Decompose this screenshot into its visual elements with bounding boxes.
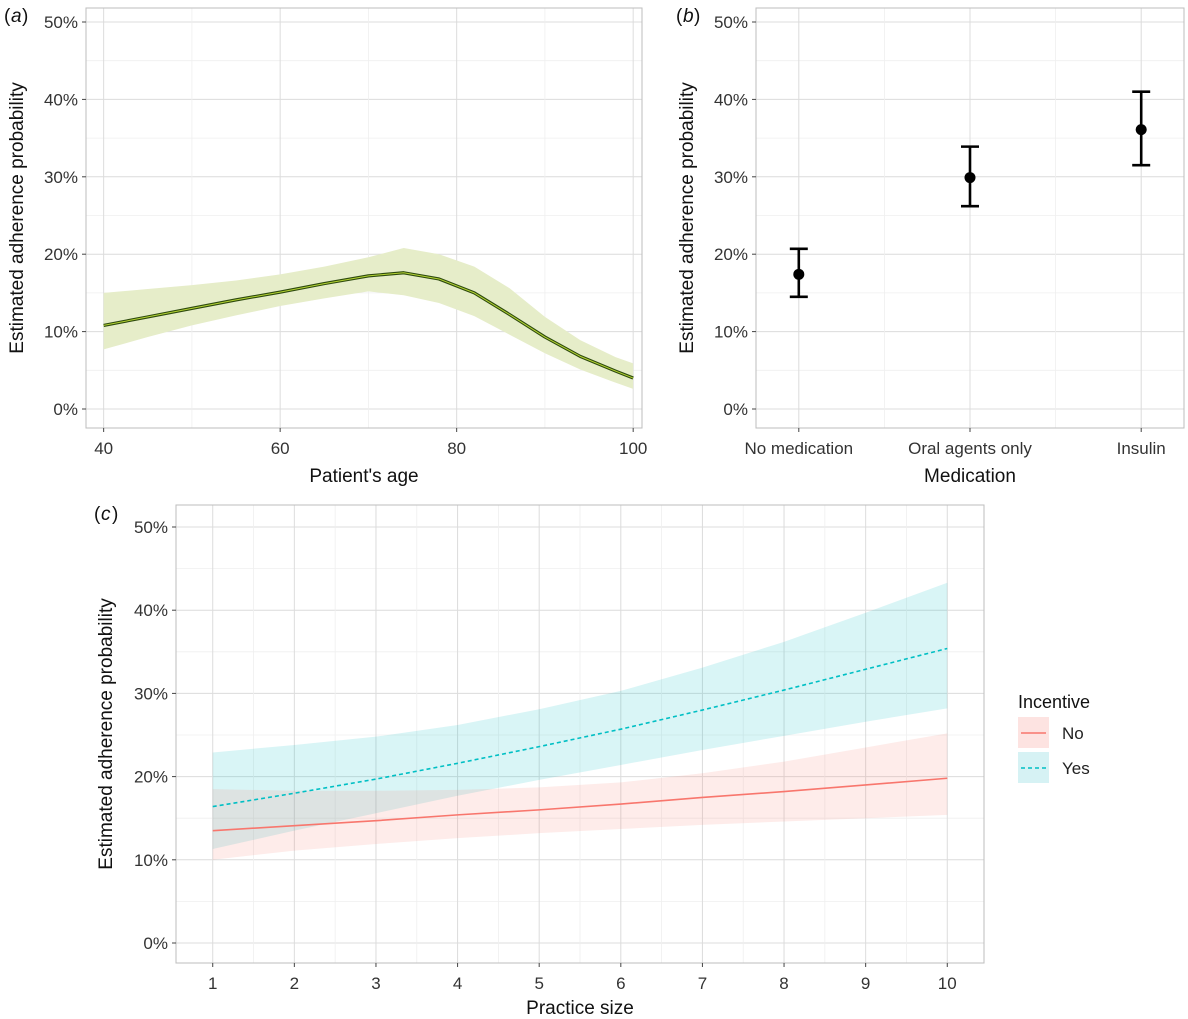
- x-tick-label: 7: [698, 974, 707, 993]
- panel-c-y-ticks: 0% 10% 20% 30% 40% 50%: [134, 518, 176, 953]
- estimate-point: [793, 268, 805, 280]
- y-tick-label: 50%: [714, 13, 748, 32]
- legend-item-yes: Yes: [1018, 752, 1090, 783]
- x-tick-label: No medication: [744, 439, 853, 458]
- panel-a-tag: a: [11, 6, 22, 27]
- y-tick-label: 0%: [723, 400, 748, 419]
- y-tick-label: 0%: [53, 400, 78, 419]
- y-tick-label: 20%: [134, 768, 168, 787]
- panel-c-x-title: Practice size: [526, 998, 634, 1019]
- panel-b-x-title: Medication: [924, 466, 1016, 487]
- panel-b-y-title: Estimated adherence probability: [677, 82, 698, 354]
- panel-b-plot: [789, 90, 1151, 299]
- panel-a-x-ticks: 40 60 80 100: [94, 428, 647, 458]
- x-tick-label: 6: [616, 974, 625, 993]
- y-tick-label: 10%: [134, 851, 168, 870]
- y-tick-label: 20%: [714, 245, 748, 264]
- x-tick-label: 9: [861, 974, 870, 993]
- legend-title: Incentive: [1018, 692, 1090, 712]
- x-tick-label: 5: [534, 974, 543, 993]
- panel-b-tag: b: [683, 6, 694, 27]
- panel-a-frame: [85, 7, 643, 429]
- y-tick-label: 40%: [714, 90, 748, 109]
- panel-c-frame: [175, 504, 985, 964]
- panel-b-y-ticks: 0% 10% 20% 30% 40% 50%: [714, 13, 756, 419]
- legend-item-no: No: [1018, 717, 1084, 748]
- panel-a-grid: [86, 8, 642, 428]
- y-tick-label: 10%: [714, 323, 748, 342]
- panel-a: 0% 10% 20% 30% 40% 50% 40 60 80 100 ( a ) Patien…: [4, 6, 647, 487]
- panel-c-tag-open: (: [94, 504, 101, 525]
- legend-label-no: No: [1062, 724, 1084, 743]
- legend-label-yes: Yes: [1062, 759, 1090, 778]
- panel-c-y-title: Estimated adherence probability: [96, 598, 117, 870]
- panel-c-tag-close: ): [112, 504, 118, 525]
- y-tick-label: 50%: [44, 13, 78, 32]
- y-tick-label: 30%: [134, 684, 168, 703]
- panel-c-plot: [212, 582, 948, 860]
- panel-a-confidence-band: [103, 248, 634, 389]
- panel-a-plot: [103, 248, 634, 389]
- panel-c: 0% 10% 20% 30% 40% 50% 1 2 3 4 5 6 7 8 9 10 ( c ) Prac…: [94, 504, 985, 1019]
- panel-b-tag-open: (: [676, 6, 683, 27]
- x-tick-label: 40: [94, 439, 113, 458]
- y-tick-label: 40%: [134, 601, 168, 620]
- y-tick-label: 50%: [134, 518, 168, 537]
- x-tick-label: 10: [938, 974, 957, 993]
- panel-a-y-ticks: 0% 10% 20% 30% 40% 50%: [44, 13, 86, 419]
- x-tick-label: 4: [453, 974, 462, 993]
- x-tick-label: 1: [208, 974, 217, 993]
- panel-b-tag-close: ): [694, 6, 700, 27]
- panel-a-y-title: Estimated adherence probability: [7, 82, 28, 354]
- x-tick-label: 3: [371, 974, 380, 993]
- x-tick-label: 60: [271, 439, 290, 458]
- x-tick-label: 8: [779, 974, 788, 993]
- y-tick-label: 40%: [44, 90, 78, 109]
- y-tick-label: 20%: [44, 245, 78, 264]
- panel-a-line-highlight: [103, 272, 634, 379]
- y-tick-label: 30%: [44, 168, 78, 187]
- x-tick-label: Oral agents only: [908, 439, 1032, 458]
- band-no: [212, 733, 948, 860]
- legend: Incentive No Yes: [1018, 692, 1090, 783]
- panel-c-x-ticks: 1 2 3 4 5 6 7 8 9 10: [208, 963, 957, 993]
- x-tick-label: 80: [447, 439, 466, 458]
- panel-b-x-ticks: No medication Oral agents only Insulin: [744, 428, 1166, 458]
- panel-c-grid: [176, 505, 984, 963]
- y-tick-label: 10%: [44, 323, 78, 342]
- band-yes: [212, 582, 948, 849]
- x-tick-label: 2: [290, 974, 299, 993]
- panel-a-tag-close: ): [22, 6, 28, 27]
- line-no: [212, 777, 948, 832]
- x-tick-label: 100: [619, 439, 647, 458]
- y-tick-label: 30%: [714, 168, 748, 187]
- estimate-point: [964, 172, 976, 184]
- panel-a-x-title: Patient's age: [309, 466, 418, 487]
- y-tick-label: 0%: [143, 934, 168, 953]
- x-tick-label: Insulin: [1117, 439, 1166, 458]
- panel-b-grid: [756, 8, 1184, 428]
- panel-a-tag-open: (: [4, 6, 11, 27]
- line-yes: [212, 647, 948, 808]
- estimate-point: [1135, 124, 1147, 136]
- panel-b: 0% 10% 20% 30% 40% 50% No medication Oral agen…: [676, 6, 1185, 487]
- panel-c-tag: c: [101, 504, 111, 525]
